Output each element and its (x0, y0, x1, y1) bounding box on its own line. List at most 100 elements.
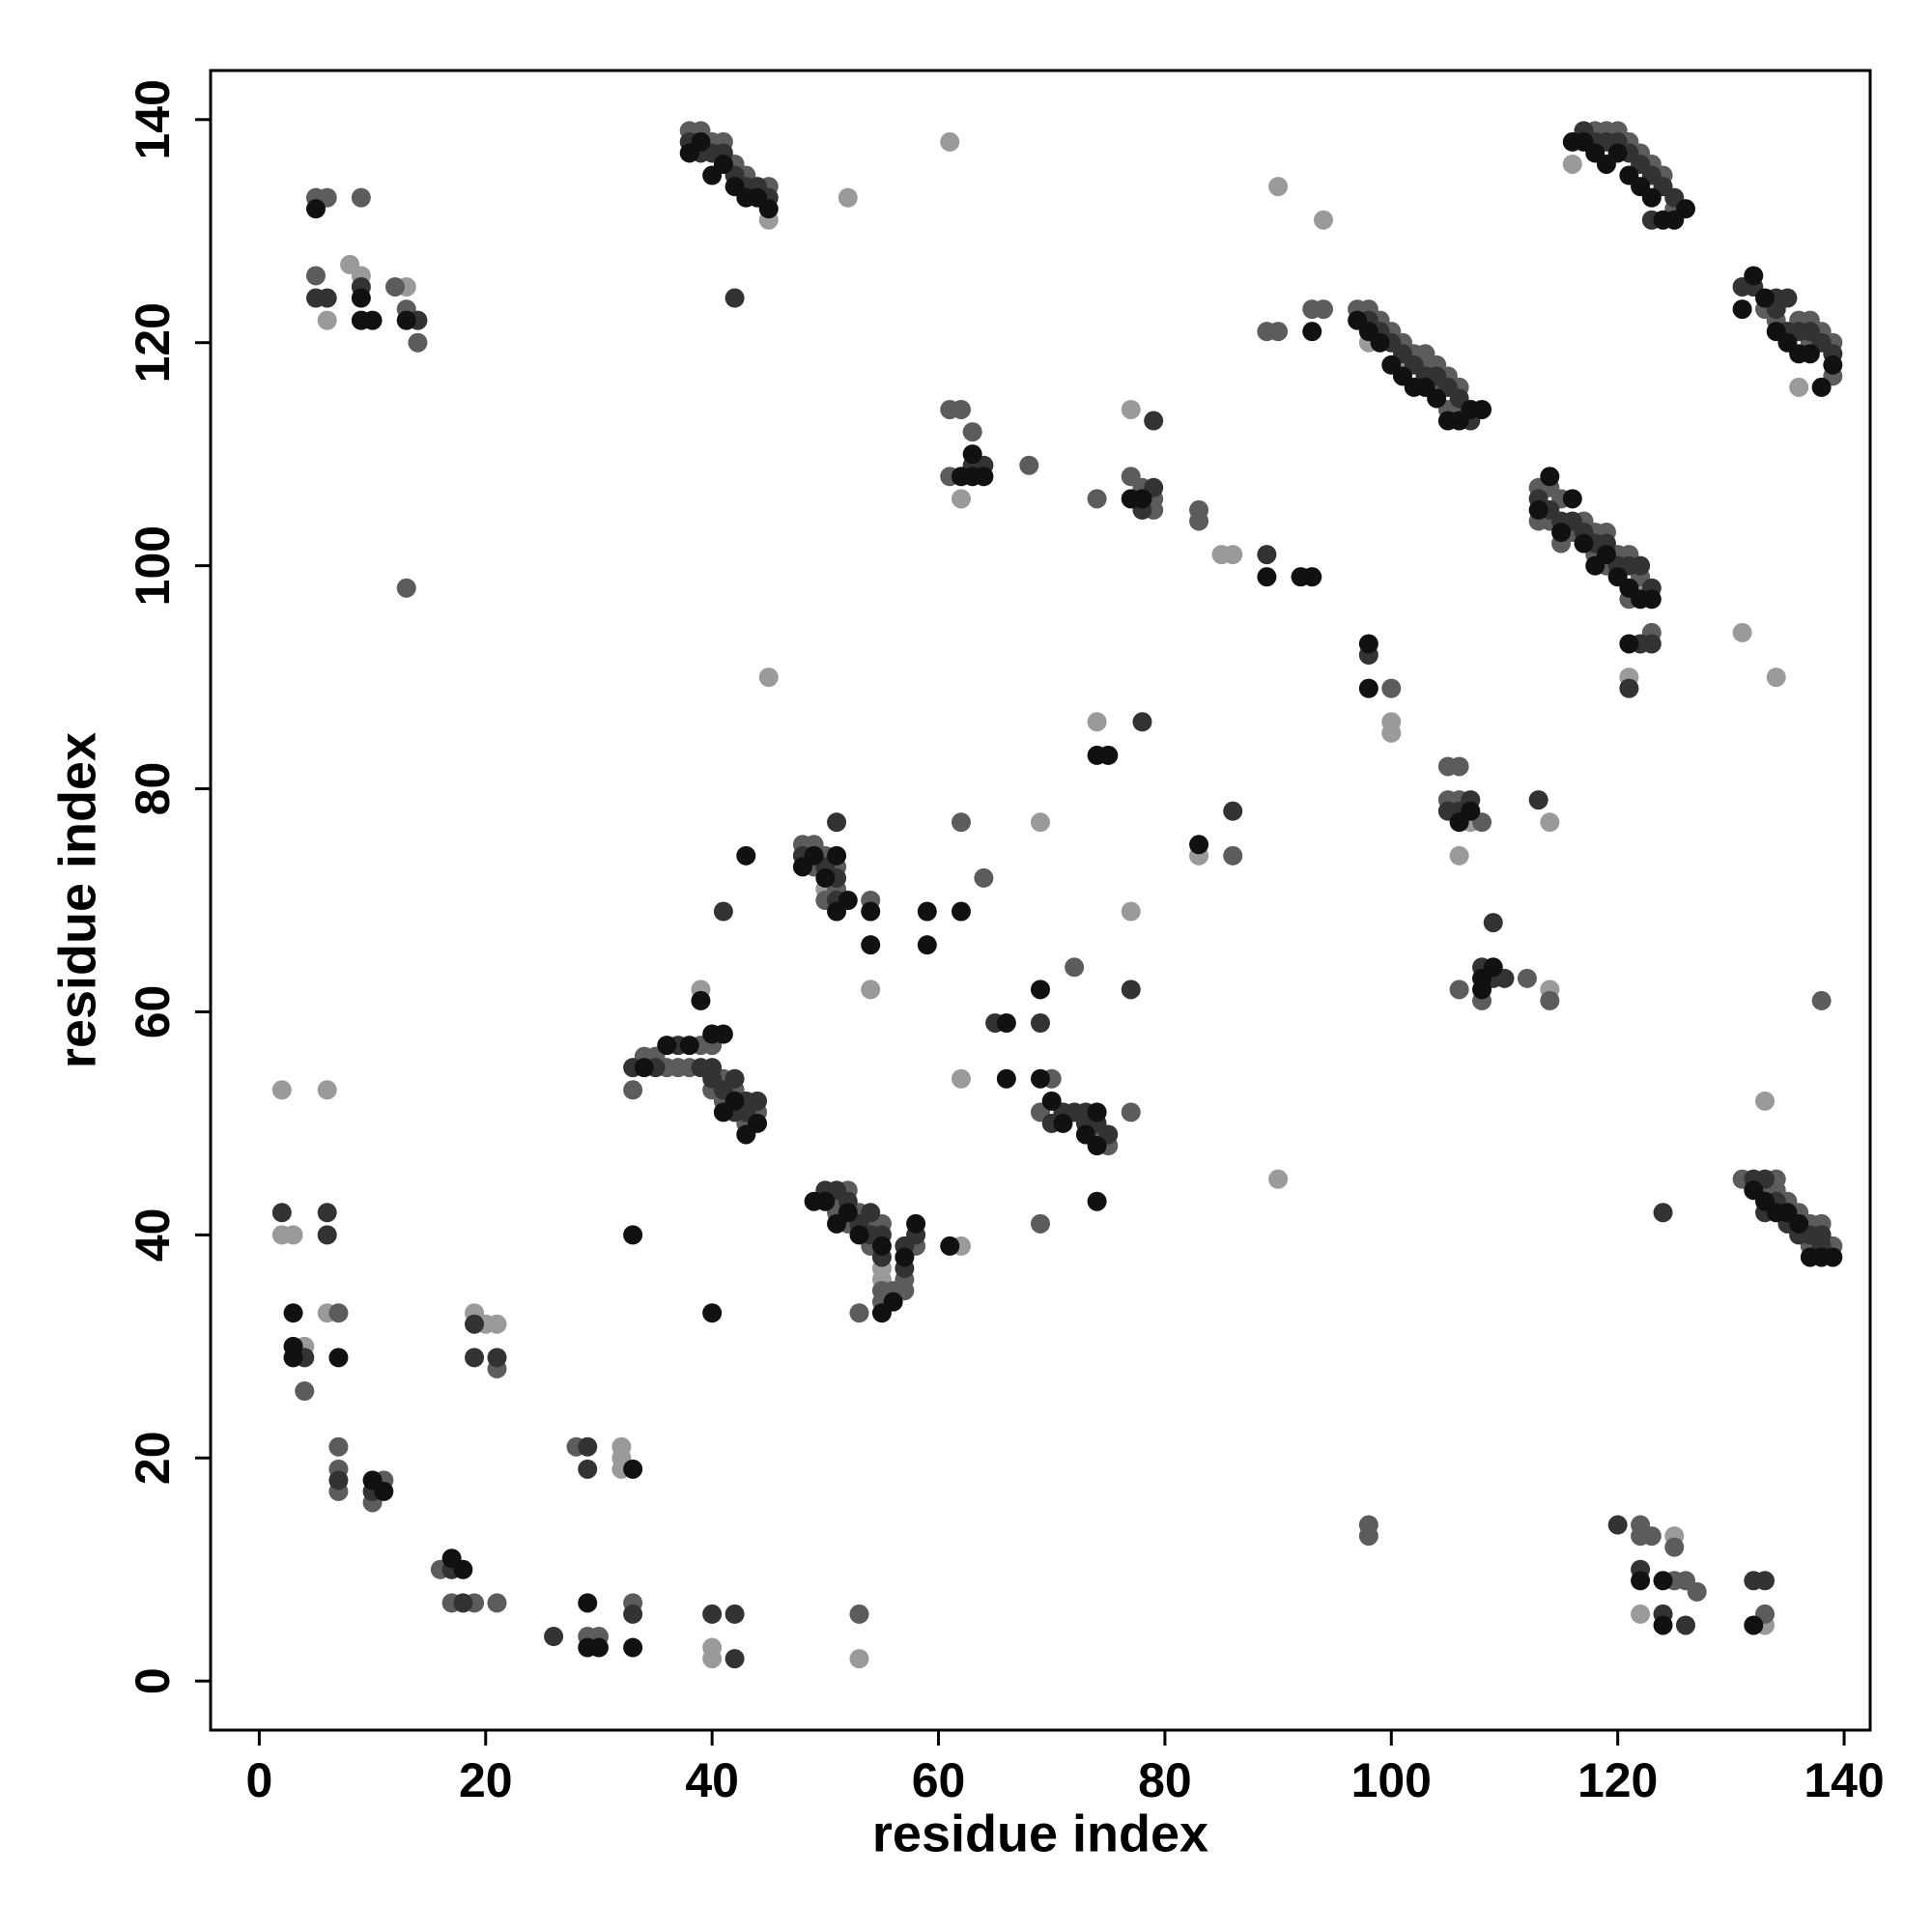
point (1653, 1615, 1673, 1635)
point (1687, 1581, 1707, 1602)
point (1483, 957, 1503, 978)
point (1313, 210, 1333, 230)
point (940, 131, 960, 152)
point (1449, 980, 1469, 1000)
point (702, 1604, 723, 1624)
point (623, 1080, 643, 1100)
point (724, 288, 745, 308)
point (283, 1225, 303, 1245)
point (385, 276, 406, 297)
point (1087, 1136, 1107, 1156)
point (1427, 388, 1447, 409)
point (1755, 288, 1776, 308)
point (1223, 801, 1243, 821)
point (1358, 678, 1378, 698)
point (838, 187, 858, 208)
point (713, 901, 733, 922)
point (861, 1203, 881, 1223)
point (1517, 968, 1537, 988)
y-tick-label: 80 (126, 762, 180, 816)
point (1789, 1213, 1809, 1234)
point (578, 1593, 598, 1613)
point (1257, 545, 1277, 565)
point (1031, 1213, 1050, 1234)
point (1631, 1571, 1651, 1591)
point (283, 1303, 303, 1323)
point (1144, 411, 1164, 431)
point (465, 1348, 485, 1368)
point (1302, 567, 1322, 587)
point (962, 422, 982, 442)
point (1358, 1526, 1378, 1547)
point (951, 901, 971, 922)
point (271, 1203, 292, 1223)
point (917, 935, 937, 955)
point (340, 254, 360, 274)
point (1370, 332, 1390, 353)
point (487, 1593, 507, 1613)
point (1065, 957, 1085, 978)
point (487, 1314, 507, 1334)
point (1811, 990, 1832, 1010)
point (951, 489, 971, 509)
point (679, 1036, 699, 1056)
point (736, 845, 756, 866)
point (1031, 980, 1050, 1000)
point (951, 467, 971, 487)
point (1800, 344, 1820, 364)
point (1641, 187, 1662, 208)
point (1732, 299, 1752, 320)
point (1574, 533, 1594, 554)
point (634, 1058, 654, 1078)
point (1619, 634, 1639, 654)
point (1528, 499, 1548, 520)
point (1121, 399, 1141, 419)
point (861, 980, 881, 1000)
point (838, 891, 858, 910)
point (1031, 1068, 1050, 1089)
point (1302, 322, 1322, 342)
point (1189, 511, 1209, 531)
point (1562, 154, 1582, 174)
point (1472, 399, 1492, 419)
point (724, 1604, 745, 1624)
point (815, 1191, 836, 1211)
point (1528, 790, 1548, 810)
y-tick-label: 140 (126, 79, 180, 159)
point (1087, 489, 1107, 509)
point (951, 399, 971, 419)
point (861, 935, 881, 955)
point (1132, 489, 1152, 509)
point (815, 867, 836, 888)
point (328, 1470, 349, 1491)
point (396, 578, 416, 598)
point (328, 1436, 349, 1457)
point (724, 1649, 745, 1669)
point (871, 1236, 892, 1256)
point (1675, 1615, 1695, 1635)
point (1562, 489, 1582, 509)
point (1031, 812, 1050, 833)
point (408, 332, 428, 353)
point (996, 1013, 1016, 1034)
point (895, 1247, 915, 1267)
point (1744, 1571, 1764, 1591)
y-tick-label: 100 (126, 526, 180, 606)
point (691, 990, 711, 1010)
point (1053, 1113, 1073, 1133)
point (578, 1459, 598, 1479)
x-tick-label: 120 (1577, 1753, 1658, 1807)
point (1732, 622, 1752, 642)
point (1098, 745, 1119, 765)
point (1449, 845, 1469, 866)
point (827, 812, 847, 833)
point (1223, 545, 1243, 565)
point (1744, 266, 1764, 286)
point (1631, 1604, 1651, 1624)
point (1461, 801, 1481, 821)
point (1358, 634, 1378, 654)
point (974, 467, 994, 487)
point (305, 199, 326, 219)
point (1087, 1102, 1107, 1122)
